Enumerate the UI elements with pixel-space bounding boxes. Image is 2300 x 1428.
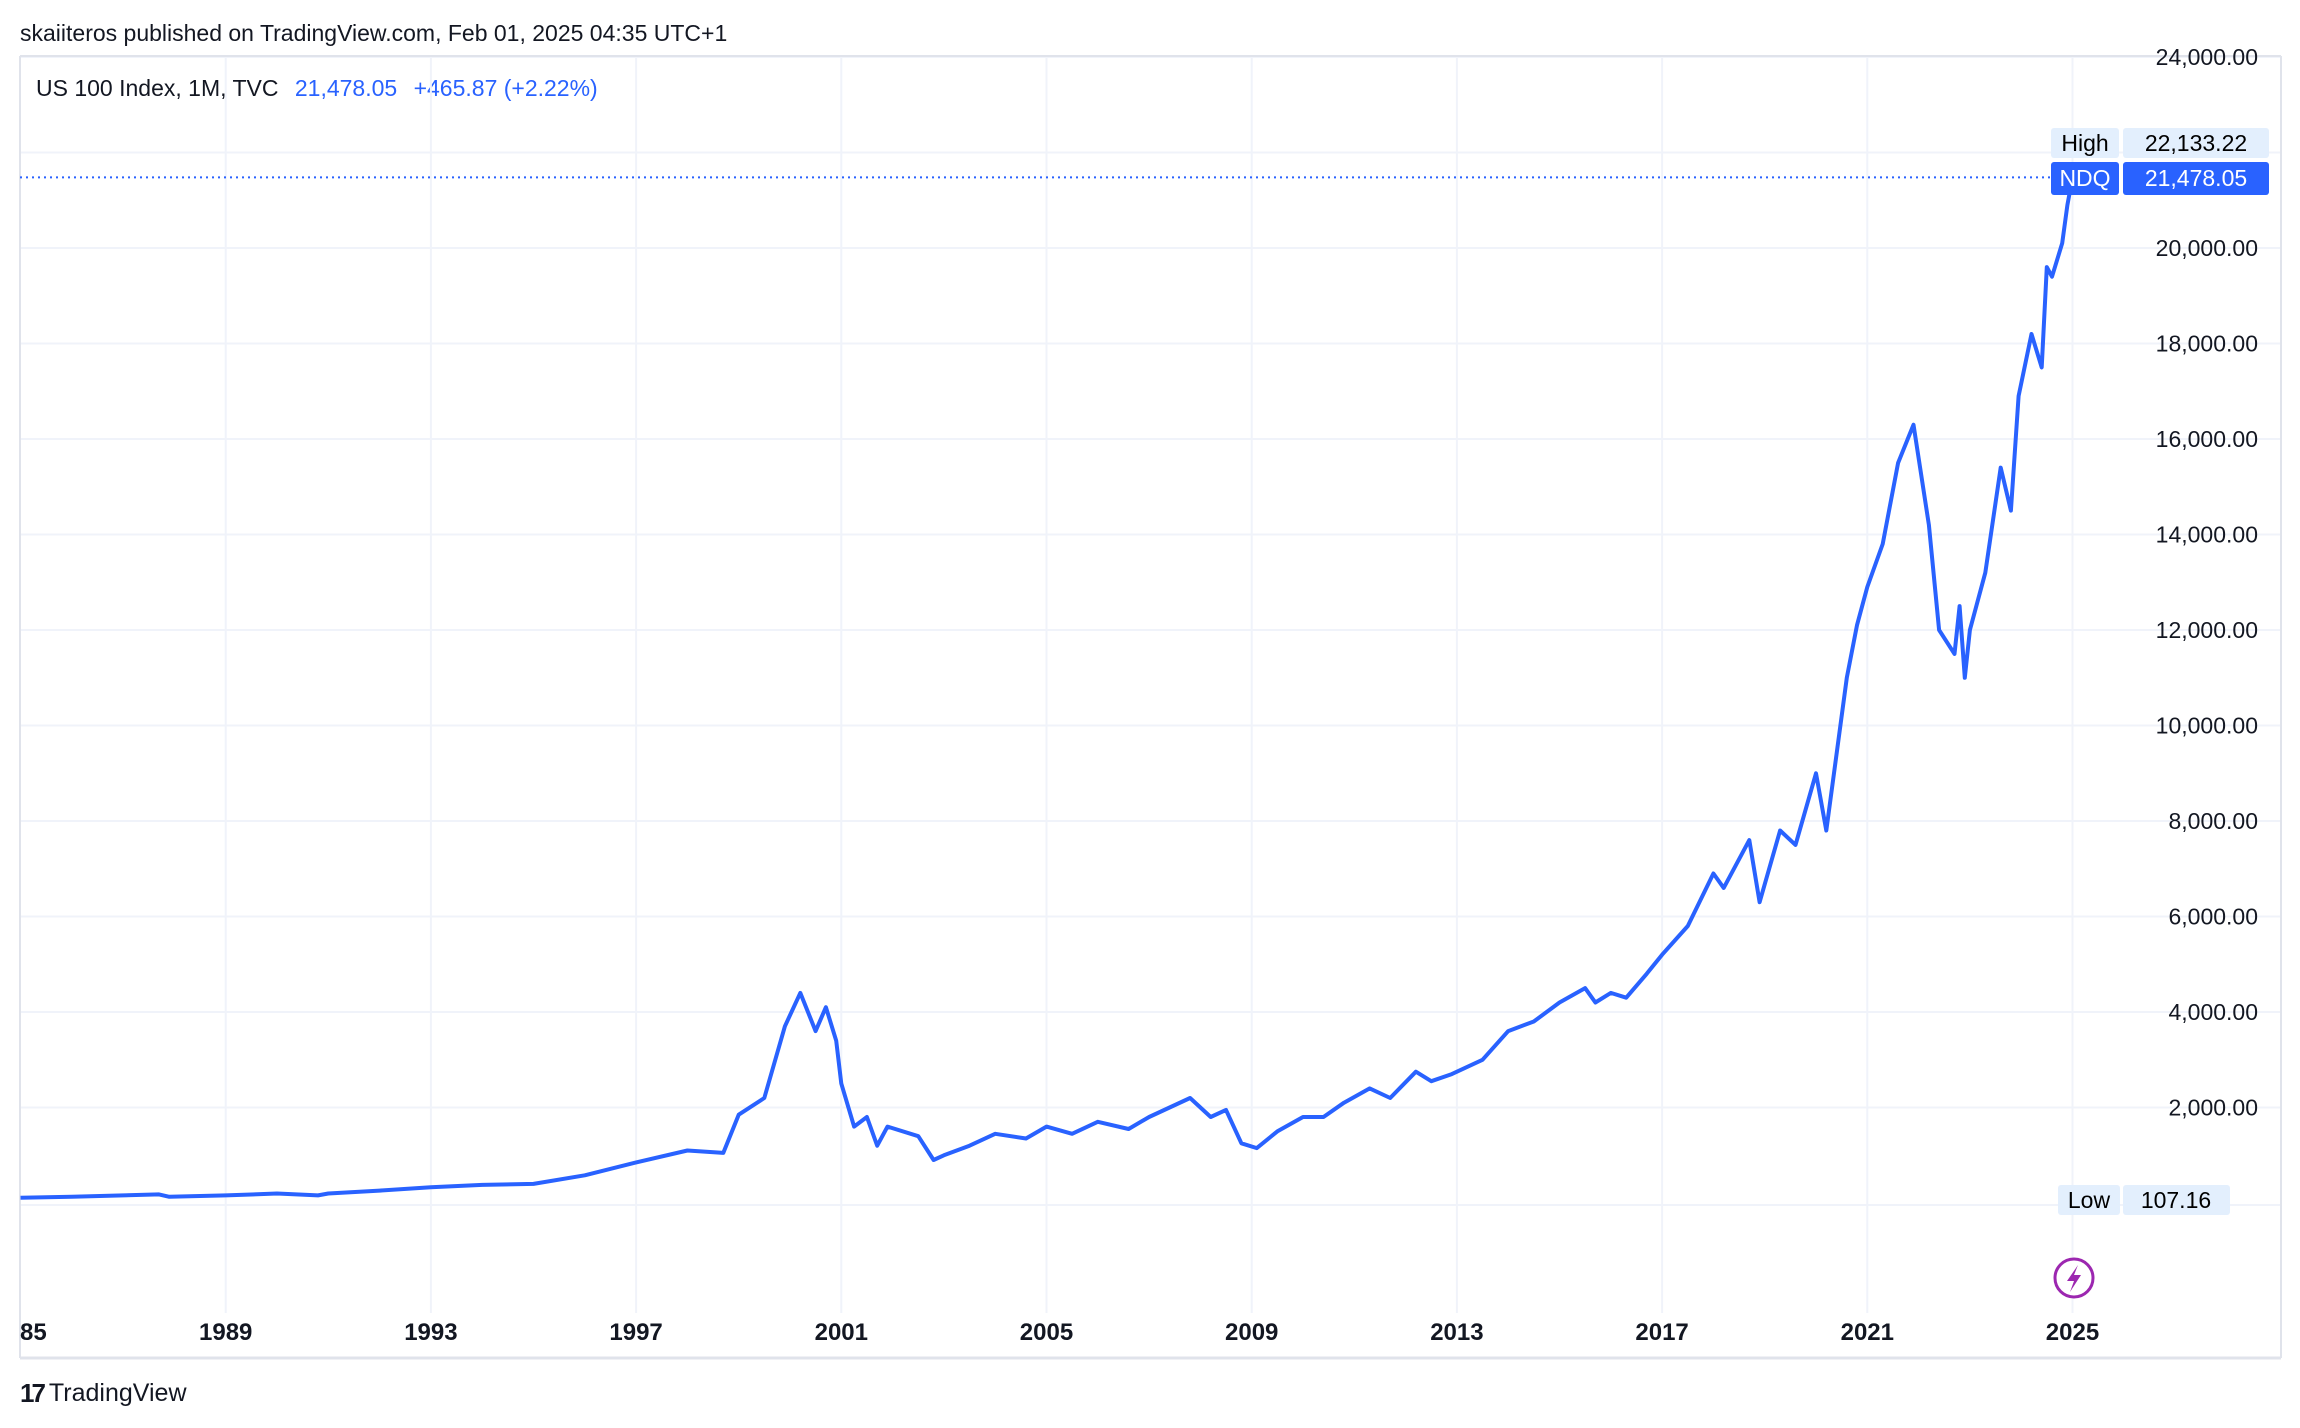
x-tick-label: 1989 <box>199 1319 252 1346</box>
y-tick-label: 10,000.00 <box>2156 713 2258 739</box>
x-tick-label: 1993 <box>404 1319 457 1346</box>
low-label: Low <box>2068 1187 2111 1213</box>
y-tick-label: 14,000.00 <box>2156 522 2258 548</box>
x-tick-label: 2017 <box>1635 1319 1688 1346</box>
x-tick-label: 2025 <box>2046 1319 2099 1346</box>
x-tick-label: 2021 <box>1841 1319 1894 1346</box>
y-tick-label: 4,000.00 <box>2168 999 2258 1025</box>
high-value: 22,133.22 <box>2145 130 2247 156</box>
y-tick-label: 6,000.00 <box>2168 904 2258 930</box>
low-value: 107.16 <box>2141 1187 2211 1213</box>
low-badge: Low 107.16 <box>2058 1185 2230 1215</box>
symbol-label: NDQ <box>2059 165 2110 191</box>
chart-frame <box>19 55 2282 1360</box>
y-tick-label: 20,000.00 <box>2156 235 2258 261</box>
tradingview-logo-icon: 17 <box>20 1378 46 1408</box>
y-axis: 2,000.00 4,000.00 6,000.00 8,000.00 10,000.0… <box>2156 44 2258 1121</box>
logo-text: TradingView <box>48 1379 187 1407</box>
y-tick-label: 12,000.00 <box>2156 617 2258 643</box>
tradingview-logo[interactable]: 17 TradingView <box>20 1378 187 1409</box>
chart-legend: US 100 Index, 1M, TVC 21,478.05 +465.87 … <box>36 75 598 102</box>
series-line <box>20 177 2075 1200</box>
x-tick-label: 2005 <box>1020 1319 1073 1346</box>
lightning-icon[interactable] <box>2053 1257 2095 1299</box>
y-tick-label: 18,000.00 <box>2156 331 2258 357</box>
symbol-badge: NDQ 21,478.05 <box>2051 162 2269 195</box>
symbol-value: 21,478.05 <box>2145 165 2247 191</box>
x-tick-label: 2013 <box>1430 1319 1483 1346</box>
x-tick-label: 2001 <box>815 1319 868 1346</box>
y-tick-label: 8,000.00 <box>2168 808 2258 834</box>
high-badge: High 22,133.22 <box>2051 128 2269 158</box>
legend-symbol: US 100 Index, 1M, TVC <box>36 75 279 101</box>
legend-change: +465.87 (+2.22%) <box>413 75 598 101</box>
x-tick-label: 1997 <box>609 1319 662 1346</box>
y-tick-label: 24,000.00 <box>2156 44 2258 70</box>
high-label: High <box>2061 130 2108 156</box>
publish-info: skaiiteros published on TradingView.com,… <box>20 20 728 46</box>
legend-price: 21,478.05 <box>294 75 398 101</box>
x-axis: 85 1989 1993 1997 2001 2005 2009 2013 2017 2021 20… <box>20 1319 2099 1346</box>
x-tick-label: 2009 <box>1225 1319 1278 1346</box>
grid <box>20 56 2281 1313</box>
x-tick-label: 85 <box>20 1319 47 1346</box>
y-tick-label: 16,000.00 <box>2156 426 2258 452</box>
y-tick-label: 2,000.00 <box>2168 1095 2258 1121</box>
